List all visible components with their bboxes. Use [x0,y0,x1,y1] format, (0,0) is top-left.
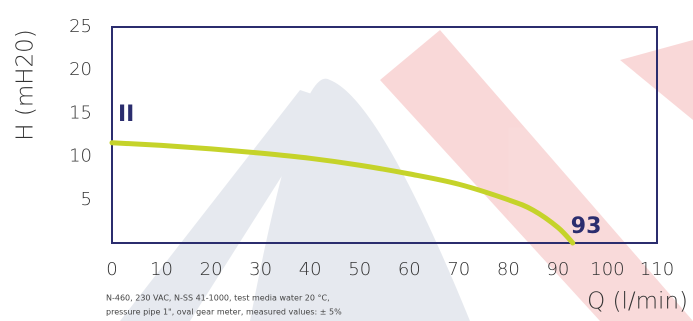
x-tick-label: 90 [546,259,569,280]
y-tick-label: 15 [69,102,92,123]
x-tick-label: 100 [590,259,624,280]
plot-frame [111,26,658,244]
annotation: 93 [571,214,602,239]
x-tick-label: 70 [447,259,470,280]
x-tick-label: 110 [640,259,674,280]
footnote: pressure pipe 1", oval gear meter, measu… [106,308,342,317]
y-tick-label: 25 [69,16,92,37]
x-tick-label: 20 [200,259,223,280]
y-tick-label: 5 [81,189,92,210]
x-tick-label: 60 [398,259,421,280]
y-tick-label: 20 [69,59,92,80]
x-tick-label: 30 [249,259,272,280]
y-axis-title: H (mH20) [13,29,39,141]
y-tick-label: 10 [69,146,92,167]
x-tick-label: 40 [299,259,322,280]
x-tick-label: 0 [106,259,117,280]
pump-curve [109,140,576,246]
x-tick-label: 10 [150,259,173,280]
x-axis-title: Q (l/min) [587,289,688,315]
x-tick-label: 50 [348,259,371,280]
x-tick-label: 80 [497,259,520,280]
annotation: II [118,102,134,127]
footnote: N-460, 230 VAC, N-SS 41-1000, test media… [106,294,330,303]
background-decoration [120,30,693,321]
